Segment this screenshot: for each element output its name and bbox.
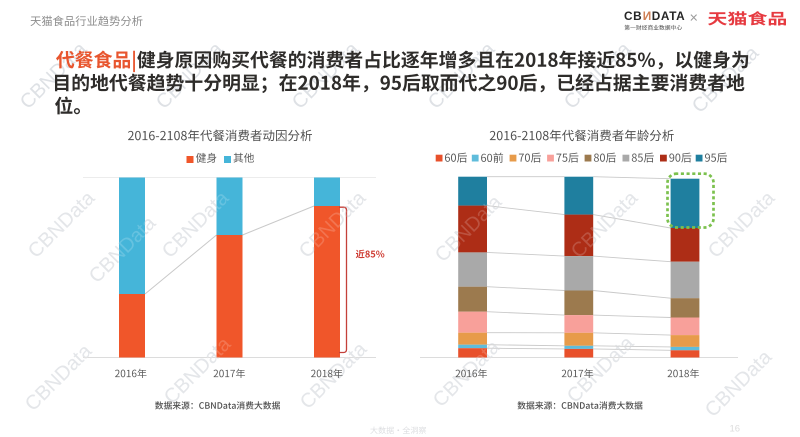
svg-text:DATA: DATA — [652, 9, 686, 23]
svg-text:×: × — [690, 11, 698, 27]
svg-text:CB: CB — [624, 9, 642, 23]
svg-text:16: 16 — [730, 424, 741, 435]
svg-text:N: N — [643, 9, 652, 23]
